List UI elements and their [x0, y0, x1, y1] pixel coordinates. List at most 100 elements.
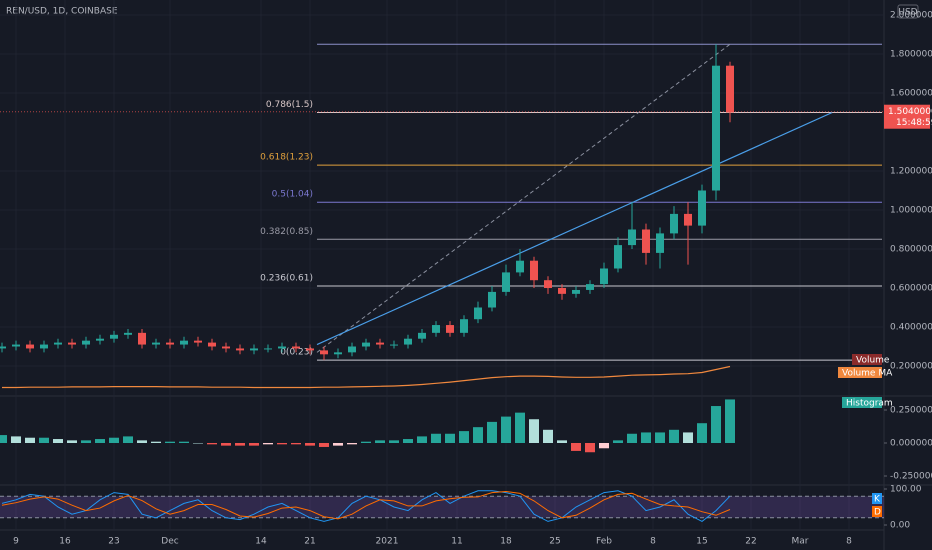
fib-label: 0.786(1.5) [266, 100, 313, 110]
candle-body [278, 346, 286, 349]
histogram-bar [137, 440, 147, 443]
histogram-bar [487, 421, 497, 443]
histogram-bar [319, 443, 329, 447]
candle-body [82, 340, 90, 345]
histogram-bar [333, 443, 343, 446]
legend-box [872, 493, 882, 504]
candle-body [558, 288, 566, 294]
candle-body [222, 346, 230, 349]
legend-box [838, 367, 882, 378]
histogram-bar [417, 436, 427, 443]
histogram-bar [529, 419, 539, 443]
macd-tick-label: -0.25000000 [890, 472, 932, 482]
candle-body [0, 346, 6, 349]
x-tick-label: 22 [745, 537, 756, 547]
histogram-bar [235, 443, 245, 446]
countdown: 15:48:59 [896, 118, 932, 128]
histogram-bar [193, 443, 203, 444]
candle-body [432, 325, 440, 333]
histogram-bar [95, 439, 105, 443]
histogram-bar [0, 435, 7, 443]
histogram-bar [361, 441, 371, 443]
candle-body [684, 213, 692, 226]
currency[interactable]: USD [898, 8, 917, 18]
histogram-bar [711, 406, 721, 443]
candle-body [180, 340, 188, 345]
legend-entry: K [874, 495, 881, 505]
x-tick-label: 18 [500, 537, 512, 547]
candle-body [446, 325, 454, 333]
candle-body [292, 346, 300, 349]
histogram-bar [725, 399, 735, 443]
x-tick-label: 21 [304, 537, 315, 547]
candle-body [236, 348, 244, 351]
fib-label: 0.236(0.61) [260, 274, 313, 284]
histogram-bar [109, 437, 119, 443]
currency-box[interactable] [897, 4, 919, 19]
y-tick-label: 0.40000000 [890, 323, 932, 333]
y-tick-label: 0.80000000 [890, 245, 932, 255]
candle-body [516, 260, 524, 273]
histogram-bar [473, 427, 483, 443]
histogram-bar [291, 443, 301, 445]
stoch-band [0, 496, 884, 518]
x-tick-label: 23 [108, 537, 119, 547]
y-tick-label: 1.20000000 [890, 167, 932, 177]
histogram-bar [627, 433, 637, 443]
histogram-bar [151, 441, 161, 443]
last-price-label: 1.50400000 [888, 107, 932, 117]
candle-body [152, 342, 160, 345]
candle-body [208, 342, 216, 347]
x-tick-label: 8 [650, 537, 656, 547]
x-tick-label: 16 [59, 537, 71, 547]
candle-body [600, 268, 608, 285]
histogram-bar [459, 431, 469, 443]
legend-volume: Volume [856, 356, 890, 366]
candle-body [502, 272, 510, 292]
histogram-bar [123, 436, 133, 443]
histogram-bar [431, 433, 441, 443]
x-tick-label: Dec [161, 537, 178, 547]
x-tick-label: 8 [846, 537, 852, 547]
y-tick-label: 1.60000000 [890, 89, 932, 99]
histogram-bar [67, 440, 77, 443]
histogram-bar [655, 432, 665, 443]
histogram-bar [53, 439, 63, 443]
histogram-bar [515, 412, 525, 443]
candle-body [138, 332, 146, 345]
candle-body [656, 233, 664, 253]
histogram-bar [557, 440, 567, 443]
candle-body [362, 342, 370, 347]
histogram-bar [207, 443, 217, 445]
x-tick-label: Feb [596, 537, 612, 547]
x-tick-label: 2021 [376, 537, 399, 547]
histogram-bar [571, 443, 581, 451]
volume-ma-line [2, 365, 731, 389]
histogram-bar [613, 440, 623, 443]
legend-box [842, 397, 882, 408]
histogram-bar [683, 432, 693, 443]
candle-body [320, 350, 328, 355]
candle-body [110, 334, 118, 339]
candle-body [166, 342, 174, 345]
candle-body [306, 348, 314, 351]
macd-tick-label: 0.25000000 [890, 406, 932, 416]
symbol-title: REN/USD, 1D, COINBASE [6, 7, 118, 17]
x-tick-label: Mar [792, 537, 809, 547]
histogram-bar [25, 437, 35, 443]
histogram-bar [249, 443, 259, 446]
histogram-bar [165, 441, 175, 443]
histogram-bar [39, 437, 49, 443]
candle-body [474, 307, 482, 320]
histogram-bar [543, 429, 553, 443]
candle-body [264, 348, 272, 350]
histogram-bar [11, 436, 21, 443]
candle-body [376, 342, 384, 345]
fib-label: 0(0.23) [280, 348, 313, 358]
fib-label: 0.5(1.04) [272, 190, 313, 200]
candle-body [418, 332, 426, 339]
y-tick-label: 1.80000000 [890, 50, 932, 60]
histogram-bar [669, 429, 679, 443]
candle-body [404, 338, 412, 345]
candle-body [712, 65, 720, 191]
